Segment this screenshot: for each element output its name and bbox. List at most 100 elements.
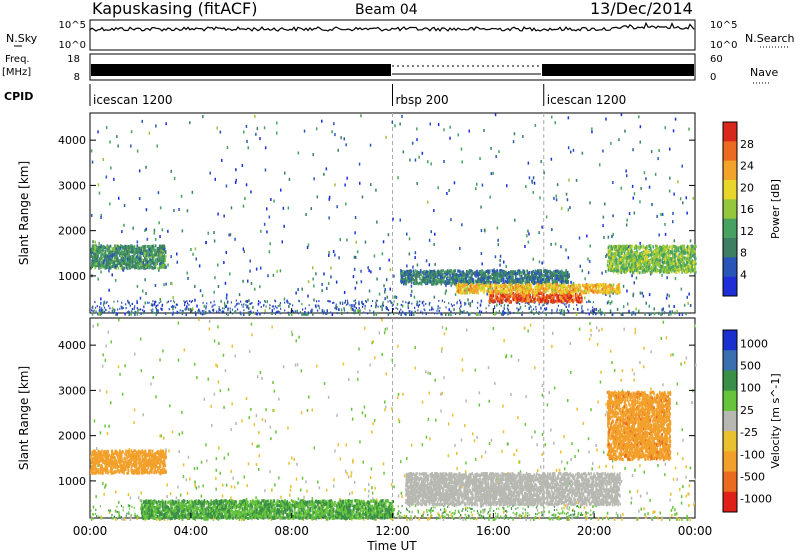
scatter-cell bbox=[507, 308, 510, 311]
scatter-cell bbox=[543, 171, 545, 175]
scatter-cell bbox=[152, 311, 154, 315]
feature-cell bbox=[102, 254, 105, 258]
scatter-cell bbox=[526, 234, 528, 238]
scatter-cell bbox=[103, 310, 106, 313]
feature-cell bbox=[578, 297, 581, 301]
feature-cell bbox=[448, 271, 451, 275]
scatter-cell bbox=[176, 260, 178, 264]
scatter-cell bbox=[116, 135, 118, 139]
feature-cell bbox=[601, 284, 604, 288]
feature-cell bbox=[469, 285, 472, 289]
scatter-cell bbox=[117, 308, 119, 311]
feature-cell bbox=[153, 249, 156, 252]
scatter-cell bbox=[557, 304, 559, 307]
feature-cell bbox=[571, 285, 574, 289]
scatter-cell bbox=[645, 177, 647, 181]
feature-cell bbox=[459, 286, 461, 290]
scatter-cell bbox=[134, 312, 136, 316]
feature-cell bbox=[565, 287, 567, 291]
scatter-cell bbox=[221, 311, 223, 313]
scatter-cell bbox=[645, 301, 647, 305]
feature-cell bbox=[117, 246, 120, 250]
scatter-cell bbox=[100, 297, 102, 301]
feature-cell bbox=[154, 253, 156, 257]
feature-cell bbox=[604, 282, 607, 286]
scatter-cell bbox=[453, 308, 455, 312]
feature-cell bbox=[476, 291, 479, 295]
scatter-cell bbox=[535, 305, 537, 308]
scatter-cell bbox=[230, 301, 232, 304]
feature-cell bbox=[95, 264, 97, 268]
feature-cell bbox=[565, 280, 567, 284]
scatter-cell bbox=[495, 155, 497, 159]
feature-cell bbox=[514, 285, 517, 289]
scatter-cell bbox=[267, 274, 269, 278]
feature-cell bbox=[500, 275, 502, 279]
feature-cell bbox=[410, 276, 412, 280]
feature-cell bbox=[541, 297, 543, 301]
feature-cell bbox=[95, 252, 98, 256]
feature-cell bbox=[570, 293, 572, 297]
scatter-cell bbox=[159, 206, 162, 210]
feature-cell bbox=[561, 289, 564, 293]
feature-cell bbox=[99, 257, 101, 261]
feature-cell bbox=[415, 279, 417, 283]
feature-cell bbox=[408, 276, 410, 280]
feature-cell bbox=[517, 283, 520, 287]
scatter-cell bbox=[284, 301, 286, 304]
feature-cell bbox=[595, 284, 597, 288]
scatter-cell bbox=[526, 302, 528, 304]
feature-cell bbox=[476, 285, 479, 289]
scatter-cell bbox=[130, 130, 133, 134]
feature-cell bbox=[446, 279, 449, 282]
scatter-cell bbox=[554, 242, 557, 246]
scatter-cell bbox=[315, 306, 317, 309]
feature-cell bbox=[99, 251, 101, 255]
scatter-cell bbox=[222, 310, 224, 313]
feature-cell bbox=[484, 271, 486, 275]
scatter-cell bbox=[346, 311, 349, 314]
scatter-cell bbox=[408, 310, 410, 313]
feature-cell bbox=[446, 277, 448, 281]
scatter-cell bbox=[595, 308, 597, 311]
scatter-cell bbox=[109, 307, 111, 310]
feature-cell bbox=[145, 265, 147, 269]
nsky-panel: N.Sky 10^5 10^0 10^5 10^0 N.Search bbox=[6, 19, 795, 51]
feature-cell bbox=[498, 300, 501, 304]
feature-cell bbox=[162, 257, 165, 261]
feature-cell bbox=[418, 271, 421, 275]
scatter-cell bbox=[507, 304, 509, 307]
feature-cell bbox=[159, 244, 162, 248]
scatter-cell bbox=[98, 241, 100, 245]
feature-cell bbox=[616, 289, 618, 293]
scatter-cell bbox=[176, 252, 178, 256]
feature-cell bbox=[506, 285, 509, 289]
scatter-cell bbox=[389, 287, 391, 291]
feature-cell bbox=[138, 256, 140, 260]
scatter-cell bbox=[208, 310, 210, 313]
feature-cell bbox=[434, 282, 436, 286]
scatter-cell bbox=[395, 295, 398, 299]
feature-cell bbox=[498, 281, 500, 284]
feature-cell bbox=[94, 261, 96, 264]
feature-cell bbox=[512, 276, 514, 280]
scatter-cell bbox=[313, 298, 315, 302]
feature-cell bbox=[509, 291, 512, 295]
scatter-cell bbox=[181, 309, 183, 312]
scatter-cell bbox=[651, 203, 653, 206]
feature-cell bbox=[494, 287, 496, 291]
scatter-cell bbox=[237, 308, 239, 311]
feature-cell bbox=[500, 271, 503, 274]
feature-cell bbox=[415, 272, 417, 276]
feature-cell bbox=[520, 278, 523, 282]
scatter-cell bbox=[410, 293, 412, 297]
scatter-cell bbox=[400, 313, 402, 316]
feature-cell bbox=[585, 289, 588, 293]
feature-cell bbox=[508, 293, 510, 297]
feature-cell bbox=[159, 266, 161, 270]
feature-cell bbox=[494, 297, 496, 301]
scatter-cell bbox=[92, 240, 94, 244]
feature-cell bbox=[432, 277, 435, 281]
feature-cell bbox=[452, 280, 455, 284]
feature-cell bbox=[597, 286, 600, 290]
